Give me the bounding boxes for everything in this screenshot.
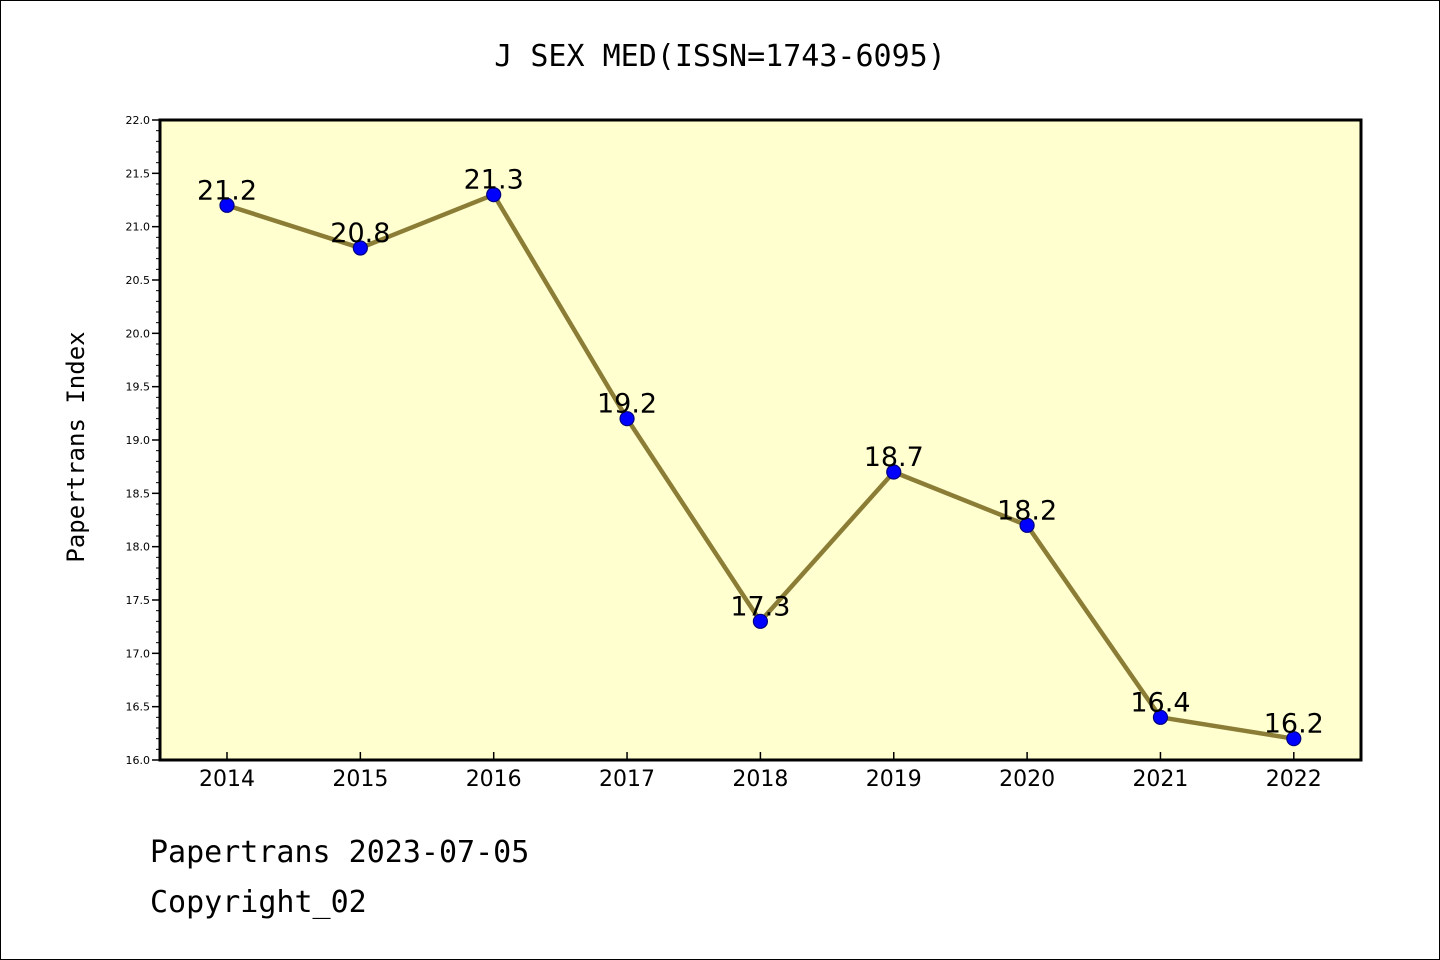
data-point	[352, 240, 368, 256]
data-point	[752, 613, 769, 629]
y-tick-label: 21.0	[126, 221, 151, 234]
x-tick-label: 2017	[599, 767, 655, 792]
data-label: 19.2	[597, 389, 657, 420]
data-point	[886, 464, 902, 480]
y-tick-label: 20.5	[126, 274, 151, 287]
data-label: 17.3	[730, 591, 790, 622]
data-labels: 21.2 20.8 21.3 19.2 17.3 18.7 18.2 16.4 16.2	[197, 165, 1324, 740]
y-tick-label: 18.5	[126, 487, 151, 500]
data-label: 16.4	[1130, 687, 1190, 718]
data-label: 18.7	[864, 442, 924, 473]
y-tick-label: 16.5	[126, 701, 151, 714]
data-point	[1019, 517, 1035, 533]
data-point	[1286, 731, 1302, 747]
plot-area	[158, 118, 1363, 762]
y-tick-label: 22.0	[126, 114, 151, 127]
x-tick-label: 2020	[999, 767, 1055, 792]
data-label: 21.2	[197, 175, 257, 206]
x-tick-label: 2022	[1266, 767, 1322, 792]
chart-title: J SEX MED(ISSN=1743-6095)	[494, 39, 946, 74]
data-point	[619, 411, 635, 427]
y-tick-label: 19.0	[126, 434, 151, 447]
x-tick-label: 2015	[332, 767, 388, 792]
y-tick-label: 17.5	[126, 594, 151, 607]
data-points	[219, 187, 1302, 747]
y-axis: 16.0 16.5 17.0 17.5 18.0 18.5 19.0 19.5 20.0 20.5…	[126, 114, 160, 767]
x-tick-label: 2021	[1132, 767, 1188, 792]
x-tick-label: 2016	[466, 767, 522, 792]
y-tick-label: 16.0	[126, 754, 151, 767]
data-point	[1152, 709, 1169, 725]
footer-date: Papertrans 2023-07-05	[150, 835, 530, 870]
x-tick-label: 2019	[866, 767, 922, 792]
data-label: 18.2	[997, 495, 1057, 526]
footer-copyright: Copyright_02	[150, 885, 367, 920]
y-tick-label: 21.5	[126, 167, 151, 180]
y-tick-label: 17.0	[126, 647, 151, 660]
x-tick-label: 2018	[732, 767, 788, 792]
data-point	[219, 197, 235, 213]
y-tick-label: 20.0	[126, 327, 151, 340]
x-axis: 2014 2015 2016 2017 2018 2019 2020 2021 2022	[199, 752, 1322, 792]
x-tick-label: 2014	[199, 767, 255, 792]
data-point	[486, 187, 502, 203]
data-label: 20.8	[330, 218, 390, 249]
data-label: 21.3	[464, 165, 524, 196]
y-tick-label: 19.5	[126, 381, 151, 394]
data-label: 16.2	[1264, 709, 1324, 740]
y-axis-label: Papertrans Index	[62, 331, 90, 562]
y-tick-label: 18.0	[126, 541, 151, 554]
